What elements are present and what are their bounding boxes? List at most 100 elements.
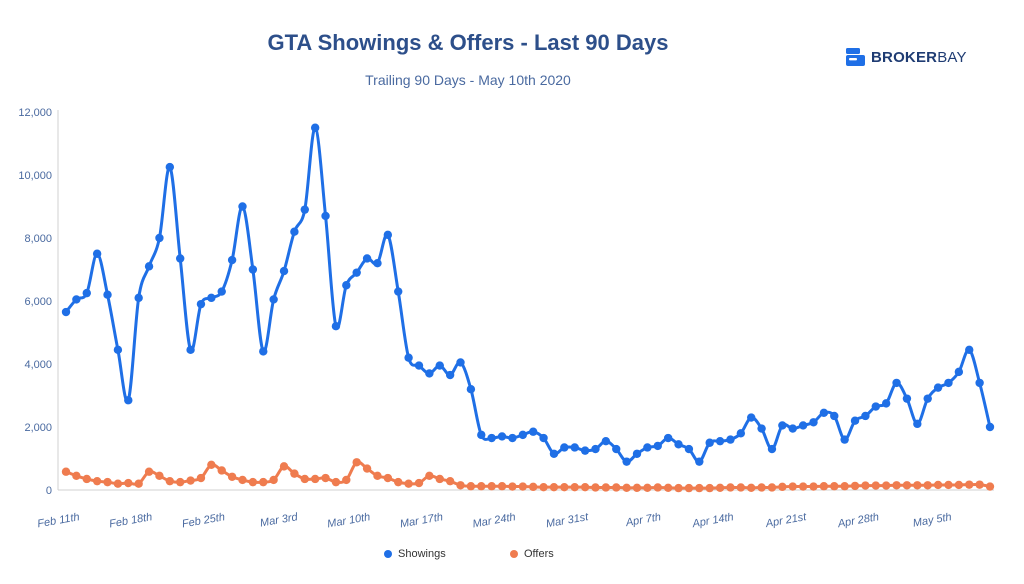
data-point-showings <box>528 427 538 436</box>
data-point-showings <box>580 446 590 455</box>
legend-item-offers[interactable]: Offers <box>510 548 554 560</box>
data-point-offers <box>477 482 486 491</box>
data-point-offers <box>850 481 860 491</box>
logo-word-bay: BAY <box>937 48 967 66</box>
data-point-offers <box>445 476 455 486</box>
data-point-offers <box>259 477 268 487</box>
data-point-offers <box>570 482 579 492</box>
data-point-offers <box>871 481 880 490</box>
data-point-showings <box>736 429 746 438</box>
data-point-showings <box>466 385 476 394</box>
data-point-showings <box>933 383 943 392</box>
data-point-showings <box>279 266 289 276</box>
data-point-showings <box>310 123 320 132</box>
data-point-offers <box>954 480 964 490</box>
data-point-showings <box>300 205 309 214</box>
data-point-showings <box>186 345 195 355</box>
data-point-showings <box>871 402 880 411</box>
data-point-showings <box>695 457 704 466</box>
data-point-offers <box>310 474 320 484</box>
data-point-offers <box>456 481 465 490</box>
data-point-offers <box>933 480 943 490</box>
brokerbay-logo: BROKERBAY <box>845 46 967 68</box>
data-point-showings <box>92 249 102 258</box>
data-point-offers <box>840 482 849 491</box>
data-point-showings <box>549 449 559 458</box>
data-point-showings <box>404 353 413 362</box>
data-point-showings <box>321 211 330 221</box>
data-point-offers <box>902 481 912 490</box>
data-point-offers <box>632 483 642 492</box>
data-point-offers <box>497 482 507 491</box>
data-point-offers <box>155 471 164 481</box>
data-point-showings <box>850 416 860 425</box>
data-point-showings <box>352 268 361 277</box>
data-point-showings <box>612 444 621 454</box>
data-point-showings <box>414 361 424 370</box>
data-point-showings <box>176 254 185 263</box>
data-point-offers <box>92 476 102 486</box>
legend-marker-offers <box>510 550 518 558</box>
data-point-offers <box>923 481 932 490</box>
x-tick-label: May 5th <box>912 511 953 530</box>
data-point-showings <box>944 378 953 388</box>
data-point-showings <box>144 262 154 271</box>
data-point-showings <box>227 255 237 265</box>
x-tick-label: Mar 24th <box>472 511 517 530</box>
data-point-offers <box>767 483 777 492</box>
data-point-showings <box>124 396 133 405</box>
x-tick-label: Mar 10th <box>326 511 371 530</box>
data-point-offers <box>674 483 683 493</box>
data-point-offers <box>165 476 175 486</box>
y-tick-label: 0 <box>46 485 52 497</box>
data-point-offers <box>975 480 984 489</box>
y-tick-label: 8,000 <box>24 233 52 245</box>
data-point-offers <box>601 483 611 492</box>
data-point-offers <box>207 460 216 469</box>
data-point-offers <box>435 474 444 484</box>
data-point-showings <box>238 202 247 211</box>
data-point-offers <box>736 483 746 492</box>
y-tick-label: 12,000 <box>18 107 52 119</box>
logo-wordmark: BROKERBAY <box>871 49 967 66</box>
data-point-showings <box>778 421 787 430</box>
data-point-offers <box>892 481 901 490</box>
data-point-showings <box>684 444 694 454</box>
data-point-offers <box>518 482 528 491</box>
data-point-offers <box>466 482 476 491</box>
data-point-offers <box>487 482 496 491</box>
data-point-offers <box>61 467 71 476</box>
data-point-showings <box>632 449 642 458</box>
y-tick-label: 10,000 <box>18 170 52 182</box>
data-point-offers <box>747 483 756 492</box>
data-point-offers <box>560 482 569 492</box>
data-point-offers <box>757 483 766 492</box>
data-point-offers <box>134 479 143 488</box>
data-point-showings <box>726 435 735 444</box>
data-point-offers <box>580 482 590 492</box>
data-point-showings <box>539 433 548 443</box>
data-point-offers <box>238 475 247 485</box>
data-point-offers <box>425 471 434 481</box>
data-point-showings <box>892 378 901 388</box>
data-point-showings <box>497 432 507 441</box>
data-point-showings <box>788 424 797 433</box>
data-point-offers <box>944 480 953 490</box>
data-point-showings <box>259 347 268 356</box>
data-point-showings <box>570 443 579 452</box>
series-line-showings <box>64 126 992 464</box>
data-point-offers <box>726 483 735 492</box>
data-point-offers <box>528 482 538 492</box>
data-point-showings <box>331 322 341 331</box>
data-point-showings <box>248 265 258 274</box>
data-point-showings <box>72 295 81 304</box>
data-point-showings <box>809 418 818 427</box>
x-tick-label: Feb 11th <box>36 511 80 530</box>
brokerbay-logo-icon <box>846 48 865 66</box>
data-point-offers <box>715 483 725 492</box>
data-point-offers <box>414 478 424 488</box>
data-point-showings <box>518 430 528 440</box>
data-point-showings <box>435 361 444 370</box>
legend-item-showings[interactable]: Showings <box>384 548 446 560</box>
data-point-showings <box>165 162 175 172</box>
